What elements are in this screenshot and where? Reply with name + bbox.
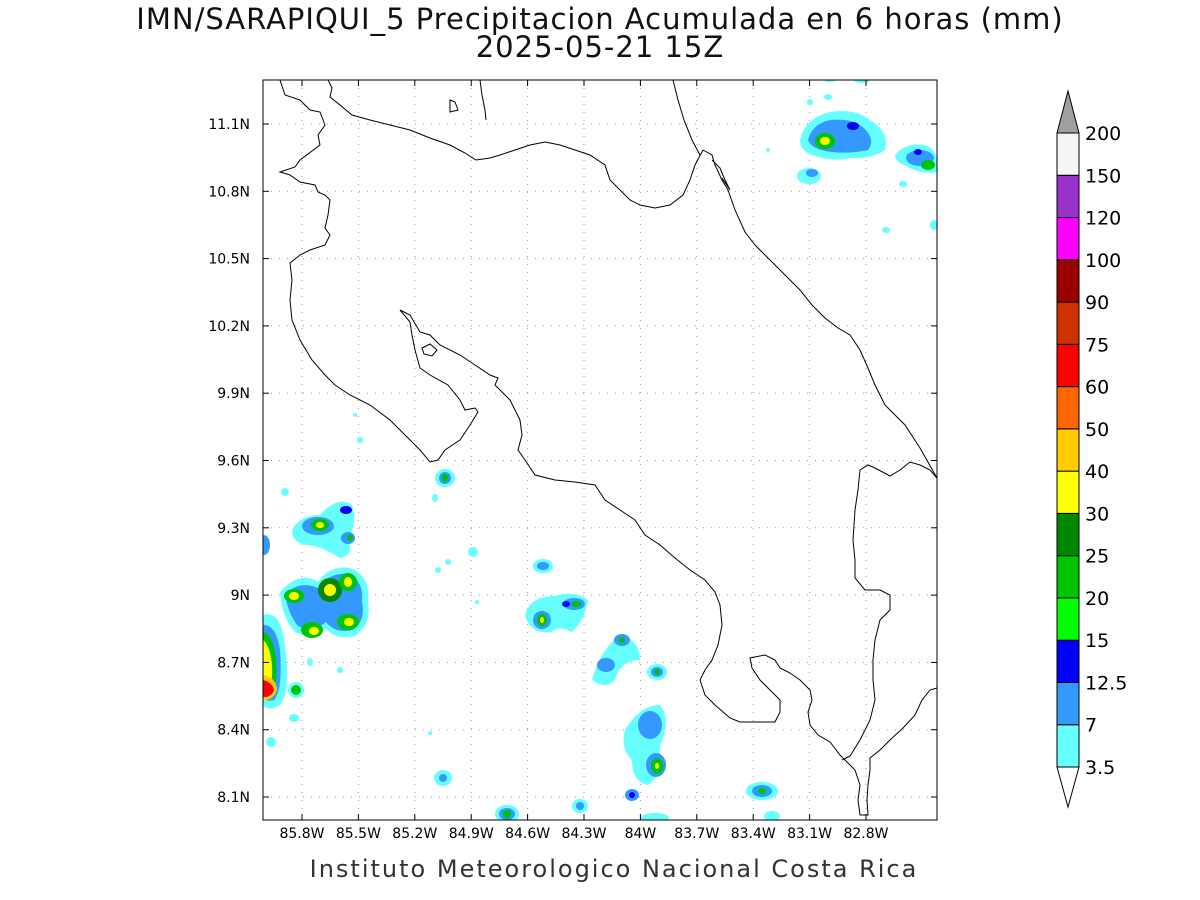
colorbar-segment <box>1056 639 1080 683</box>
colorbar-label: 3.5 <box>1085 757 1115 779</box>
precip-cell-west-coast <box>263 614 288 709</box>
lat-tick-label: 10.8N <box>208 184 250 200</box>
colorbar-label: 90 <box>1085 292 1109 314</box>
colorbar-segment <box>1056 132 1080 176</box>
colorbar-upper-arrow <box>1056 89 1080 134</box>
colorbar-label: 200 <box>1085 123 1121 145</box>
lon-tick-label: 83.4W <box>731 826 776 842</box>
map-title: IMN/SARAPIQUI_5 Precipitacion Acumulada … <box>136 2 1064 36</box>
precip-cell-nicoya <box>266 413 479 747</box>
coastlines <box>278 80 937 816</box>
precip-cell-south-pacific <box>428 634 780 820</box>
colorbar-segment <box>1056 428 1080 472</box>
grid-lines <box>263 80 937 820</box>
colorbar-label: 100 <box>1085 250 1121 272</box>
precip-cell-caribbean <box>766 80 937 233</box>
colorbar-label: 120 <box>1085 208 1121 230</box>
lon-tick-label: 84.6W <box>505 826 550 842</box>
lat-tick-label: 9N <box>231 588 250 604</box>
lon-tick-label: 82.8W <box>843 826 888 842</box>
colorbar-segment <box>1056 217 1080 261</box>
credit-line: Instituto Meteorologico Nacional Costa R… <box>309 855 919 883</box>
lat-tick-label: 9.3N <box>217 521 250 537</box>
colorbar-segment <box>1056 259 1080 303</box>
colorbar-label: 30 <box>1085 503 1109 525</box>
colorbar: 3.5 7 12.5 15 20 25 30 40 50 60 75 90 100 120 150 200 <box>1056 89 1127 809</box>
colorbar-label: 7 <box>1085 715 1097 737</box>
colorbar-segment <box>1056 681 1080 726</box>
colorbar-label: 150 <box>1085 165 1121 187</box>
colorbar-segment <box>1056 512 1080 557</box>
colorbar-label: 60 <box>1085 377 1109 399</box>
lon-tick-label: 84W <box>625 826 657 842</box>
lon-tick-label: 83.1W <box>787 826 832 842</box>
colorbar-label: 20 <box>1085 588 1109 610</box>
lat-tick-label: 10.5N <box>208 252 250 268</box>
colorbar-label: 75 <box>1085 334 1109 356</box>
plot-frame <box>262 79 938 821</box>
axis-ticks: 11.1N 10.8N 10.5N 10.2N 9.9N 9.6N 9.3N 9N 8.7N 8.… <box>208 80 937 842</box>
colorbar-label: 12.5 <box>1085 672 1127 694</box>
colorbar-segment <box>1056 174 1080 219</box>
lat-tick-label: 9.9N <box>217 386 250 402</box>
precip-fields <box>263 80 937 820</box>
colorbar-label: 25 <box>1085 546 1109 568</box>
lat-tick-label: 8.7N <box>217 655 250 671</box>
lon-tick-label: 85.8W <box>279 826 324 842</box>
colorbar-label: 15 <box>1085 630 1109 652</box>
precip-cell-central-pacific <box>525 559 588 633</box>
colorbar-lower-arrow <box>1056 766 1080 809</box>
lat-tick-label: 11.1N <box>208 117 250 133</box>
colorbar-label: 40 <box>1085 461 1109 483</box>
precip-cell-cluster-9n <box>280 567 369 638</box>
lon-tick-label: 84.9W <box>449 826 494 842</box>
lat-tick-label: 8.1N <box>217 790 250 806</box>
colorbar-segment <box>1056 555 1080 599</box>
lon-tick-label: 84.3W <box>561 826 606 842</box>
lat-tick-label: 8.4N <box>217 723 250 739</box>
precip-cell-9-3n <box>263 488 355 558</box>
lon-tick-label: 85.2W <box>392 826 437 842</box>
lat-tick-label: 10.2N <box>208 319 250 335</box>
colorbar-segment <box>1056 301 1080 345</box>
lon-tick-label: 83.7W <box>674 826 719 842</box>
plot-background <box>263 80 937 820</box>
colorbar-segment <box>1056 597 1080 641</box>
lon-tick-label: 85.5W <box>336 826 381 842</box>
lat-tick-label: 9.6N <box>217 454 250 470</box>
colorbar-label: 50 <box>1085 419 1109 441</box>
colorbar-segment <box>1056 343 1080 388</box>
colorbar-segment <box>1056 724 1080 768</box>
colorbar-segment <box>1056 386 1080 430</box>
map-valid-time: 2025-05-21 15Z <box>475 30 725 64</box>
colorbar-segment <box>1056 470 1080 514</box>
